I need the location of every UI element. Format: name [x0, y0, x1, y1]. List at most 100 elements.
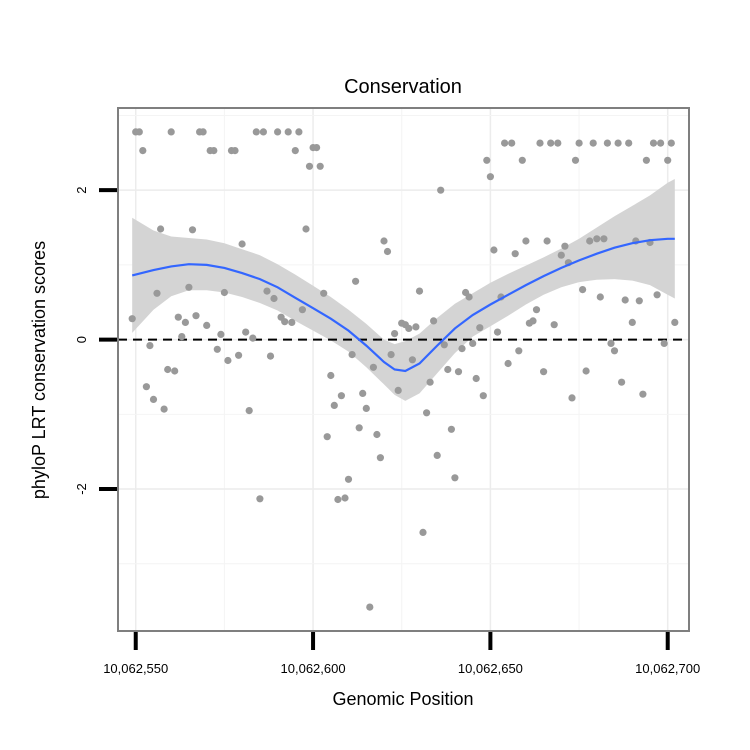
- data-point: [249, 334, 257, 342]
- chart-title: Conservation: [344, 76, 462, 98]
- data-point: [547, 139, 555, 147]
- data-point: [391, 330, 399, 338]
- data-point: [284, 128, 292, 136]
- data-point: [263, 287, 271, 295]
- data-point: [653, 291, 661, 299]
- y-tick-label: 0: [74, 336, 89, 343]
- data-point: [618, 378, 626, 386]
- y-axis-label: phyloP LRT conservation scores: [29, 241, 49, 499]
- data-point: [508, 139, 516, 147]
- data-point: [281, 318, 289, 326]
- data-point: [483, 156, 491, 164]
- data-point: [362, 404, 370, 412]
- data-point: [610, 347, 619, 355]
- data-point: [369, 363, 377, 371]
- data-point: [628, 318, 636, 326]
- data-point: [128, 315, 136, 323]
- data-point: [479, 392, 487, 400]
- data-point: [543, 237, 551, 245]
- data-point: [171, 367, 179, 375]
- data-point: [671, 318, 679, 326]
- data-point: [266, 352, 275, 360]
- x-tick-label: 10,062,700: [635, 661, 700, 676]
- data-point: [146, 342, 154, 350]
- data-point: [589, 139, 597, 147]
- data-point: [412, 323, 420, 331]
- data-point: [316, 162, 324, 170]
- data-point: [469, 339, 477, 347]
- data-point: [203, 321, 211, 329]
- data-point: [149, 395, 158, 403]
- data-point: [359, 389, 367, 397]
- data-point: [596, 293, 604, 301]
- data-point: [557, 251, 565, 259]
- data-point: [426, 378, 434, 386]
- data-point: [256, 495, 264, 503]
- data-point: [454, 368, 463, 376]
- data-point: [213, 345, 221, 353]
- data-point: [447, 425, 455, 433]
- data-point: [493, 328, 502, 336]
- data-point: [174, 313, 182, 321]
- data-point: [231, 147, 239, 155]
- data-point: [433, 451, 441, 459]
- data-point: [192, 312, 200, 320]
- data-point: [313, 144, 321, 152]
- data-point: [291, 147, 299, 155]
- data-point: [355, 424, 363, 432]
- data-point: [657, 139, 665, 147]
- data-point: [348, 351, 356, 359]
- data-point: [394, 386, 402, 394]
- data-point: [157, 225, 165, 233]
- data-point: [621, 296, 629, 304]
- data-point: [210, 147, 218, 155]
- data-point: [465, 293, 473, 301]
- data-point: [635, 297, 643, 305]
- data-point: [160, 405, 168, 413]
- data-point: [164, 365, 172, 374]
- data-point: [639, 390, 647, 398]
- data-point: [270, 294, 278, 303]
- data-point: [178, 333, 186, 341]
- data-point: [259, 128, 267, 136]
- data-point: [515, 347, 523, 355]
- data-point: [295, 128, 303, 136]
- data-point: [582, 367, 590, 375]
- data-point: [440, 341, 448, 349]
- data-point: [341, 494, 349, 502]
- data-point: [664, 156, 672, 164]
- data-point: [235, 351, 243, 359]
- data-point: [142, 383, 150, 391]
- data-point: [511, 250, 519, 258]
- data-point: [579, 286, 587, 294]
- data-point: [437, 186, 445, 194]
- data-point: [529, 317, 537, 325]
- data-point: [245, 407, 253, 415]
- data-point: [344, 475, 353, 483]
- y-axis: 2 0 -2: [74, 187, 117, 495]
- data-point: [181, 318, 189, 326]
- data-point: [660, 339, 668, 347]
- x-tick-label: 10,062,550: [103, 661, 168, 676]
- data-point: [188, 226, 197, 234]
- plot-frame: [117, 107, 690, 632]
- data-point: [135, 128, 143, 136]
- data-points: [128, 128, 679, 611]
- data-point: [472, 374, 480, 383]
- data-point: [444, 365, 452, 374]
- data-point: [274, 128, 282, 136]
- data-point: [550, 321, 558, 329]
- data-point: [238, 240, 246, 248]
- data-point: [568, 394, 576, 402]
- x-tick-label: 10,062,600: [281, 661, 346, 676]
- data-point: [288, 318, 296, 326]
- data-point: [667, 139, 675, 147]
- data-point: [518, 156, 526, 164]
- y-tick-label: 2: [74, 187, 89, 194]
- data-point: [153, 289, 161, 297]
- data-point: [380, 237, 388, 245]
- data-point: [139, 147, 147, 155]
- data-point: [490, 246, 498, 254]
- data-point: [383, 247, 392, 256]
- data-point: [242, 328, 250, 336]
